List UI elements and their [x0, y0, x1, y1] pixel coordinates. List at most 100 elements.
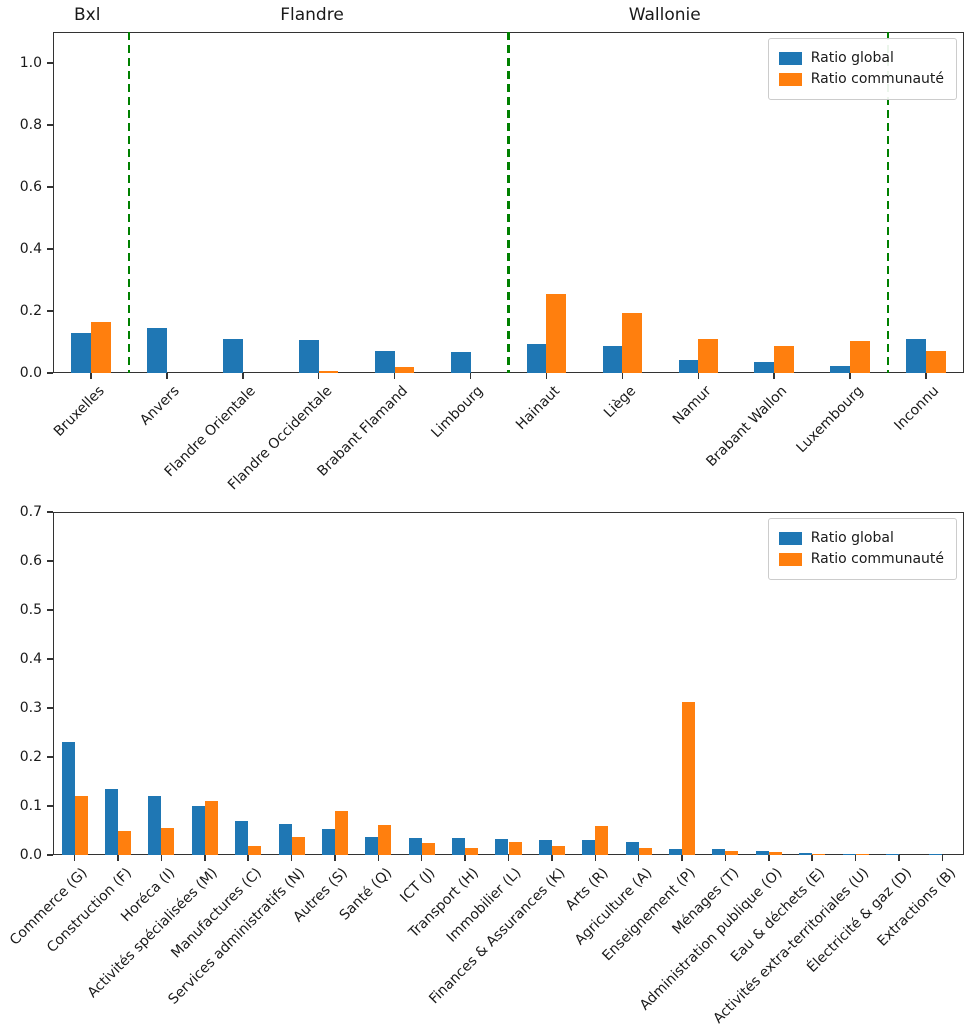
- y-tick-mark: [47, 609, 53, 611]
- x-tick-mark: [117, 855, 119, 861]
- x-tick-label: ICT (J): [397, 865, 439, 906]
- bar-communaute: [90, 321, 111, 373]
- bar-global: [906, 338, 927, 373]
- bar-global: [830, 366, 851, 373]
- legend-entry: Ratio global: [778, 50, 944, 67]
- bar-global: [669, 849, 682, 855]
- legend-color-swatch-icon: [778, 532, 802, 545]
- x-tick-label: Hainaut: [512, 383, 563, 434]
- bar-global: [755, 851, 769, 855]
- bar-communaute: [318, 371, 339, 373]
- bar-communaute: [508, 841, 522, 855]
- y-tick-label: 0.2: [19, 303, 42, 319]
- bar-communaute: [74, 796, 88, 855]
- x-tick-label: Extractions (B): [873, 865, 959, 950]
- x-tick-mark: [469, 373, 472, 379]
- x-tick-mark: [724, 855, 727, 861]
- y-tick-label: 0.8: [19, 117, 42, 133]
- x-tick-mark: [334, 855, 336, 861]
- bar-global: [105, 789, 119, 855]
- bar-communaute: [546, 293, 567, 373]
- bar-global: [147, 327, 167, 373]
- y-tick-label: 0.6: [19, 179, 42, 195]
- bar-global: [582, 840, 596, 855]
- bar-global: [321, 828, 335, 855]
- bar-global: [678, 360, 699, 373]
- y-tick-mark: [47, 248, 53, 250]
- x-tick-label: Namur: [669, 383, 715, 428]
- x-tick-mark: [160, 855, 163, 861]
- x-tick-mark: [941, 855, 944, 861]
- legend-entry-label: Ratio communauté: [810, 551, 944, 567]
- x-tick-label: Luxembourg: [793, 383, 867, 457]
- region-label: Wallonie: [628, 5, 701, 25]
- legend-entry: Ratio communauté: [778, 551, 944, 568]
- bar-communaute: [855, 854, 869, 855]
- x-tick-mark: [204, 855, 206, 861]
- bar-global: [526, 344, 547, 373]
- x-tick-mark: [90, 373, 92, 379]
- x-tick-label: Immobilier (L): [444, 865, 525, 946]
- y-tick-label: 0.3: [19, 700, 42, 716]
- bar-global: [929, 853, 943, 855]
- x-tick-mark: [377, 855, 380, 861]
- bar-global: [298, 339, 319, 373]
- x-tick-mark: [637, 855, 640, 861]
- x-tick-mark: [166, 373, 168, 379]
- y-tick-mark: [47, 756, 53, 758]
- legend-color-swatch-icon: [778, 553, 802, 566]
- x-tick-label: Limbourg: [428, 383, 487, 442]
- bar-global: [61, 741, 75, 855]
- bar-communaute: [698, 338, 719, 373]
- x-tick-label: Inconnu: [891, 383, 943, 434]
- bar-communaute: [812, 854, 826, 855]
- bar-global: [148, 796, 162, 855]
- bar-global: [374, 350, 395, 373]
- y-tick-mark: [47, 372, 53, 374]
- y-tick-mark: [47, 707, 53, 709]
- x-tick-mark: [773, 373, 775, 379]
- x-tick-mark: [768, 855, 770, 861]
- y-tick-label: 0.4: [19, 651, 42, 667]
- region-label: Bxl: [73, 5, 101, 25]
- bar-communaute: [725, 850, 739, 855]
- bar-global: [799, 852, 813, 855]
- bar-global: [625, 841, 639, 855]
- bar-communaute: [204, 801, 218, 855]
- x-tick-mark: [393, 373, 396, 379]
- x-tick-mark: [242, 373, 244, 379]
- legend-entry-label: Ratio global: [810, 530, 894, 546]
- y-tick-label: 0.6: [19, 553, 42, 569]
- x-tick-mark: [247, 855, 249, 861]
- x-tick-label: Liège: [600, 383, 639, 422]
- x-tick-label: Commerce (G): [7, 865, 92, 949]
- bar-global: [538, 839, 552, 855]
- bar-communaute: [682, 702, 696, 855]
- y-tick-label: 0.4: [19, 241, 42, 257]
- bar-communaute: [291, 837, 305, 855]
- legend-entry: Ratio global: [778, 530, 944, 547]
- x-tick-mark: [925, 373, 927, 379]
- y-tick-label: 1.0: [19, 55, 42, 71]
- x-tick-label: Activités extra-territoriales (U): [710, 865, 872, 1024]
- bar-communaute: [465, 848, 479, 855]
- x-tick-mark: [73, 855, 76, 861]
- bar-communaute: [926, 351, 946, 373]
- bar-global: [842, 853, 856, 855]
- bar-communaute: [638, 848, 652, 855]
- bar-communaute: [248, 846, 262, 855]
- bar-global: [754, 361, 775, 373]
- bar-global: [278, 824, 292, 855]
- region-separator-line: [886, 32, 890, 373]
- legend-entry-label: Ratio global: [810, 50, 894, 66]
- x-tick-mark: [621, 373, 624, 379]
- x-tick-mark: [317, 373, 320, 379]
- y-tick-mark: [47, 560, 53, 562]
- x-tick-label: Anvers: [137, 383, 184, 429]
- legend: Ratio global Ratio communauté: [767, 38, 957, 100]
- legend-color-swatch-icon: [778, 73, 802, 86]
- bar-communaute: [622, 312, 643, 373]
- bar-global: [71, 333, 91, 373]
- region-separator-line: [507, 32, 510, 373]
- x-tick-label: Agriculture (A): [571, 865, 655, 949]
